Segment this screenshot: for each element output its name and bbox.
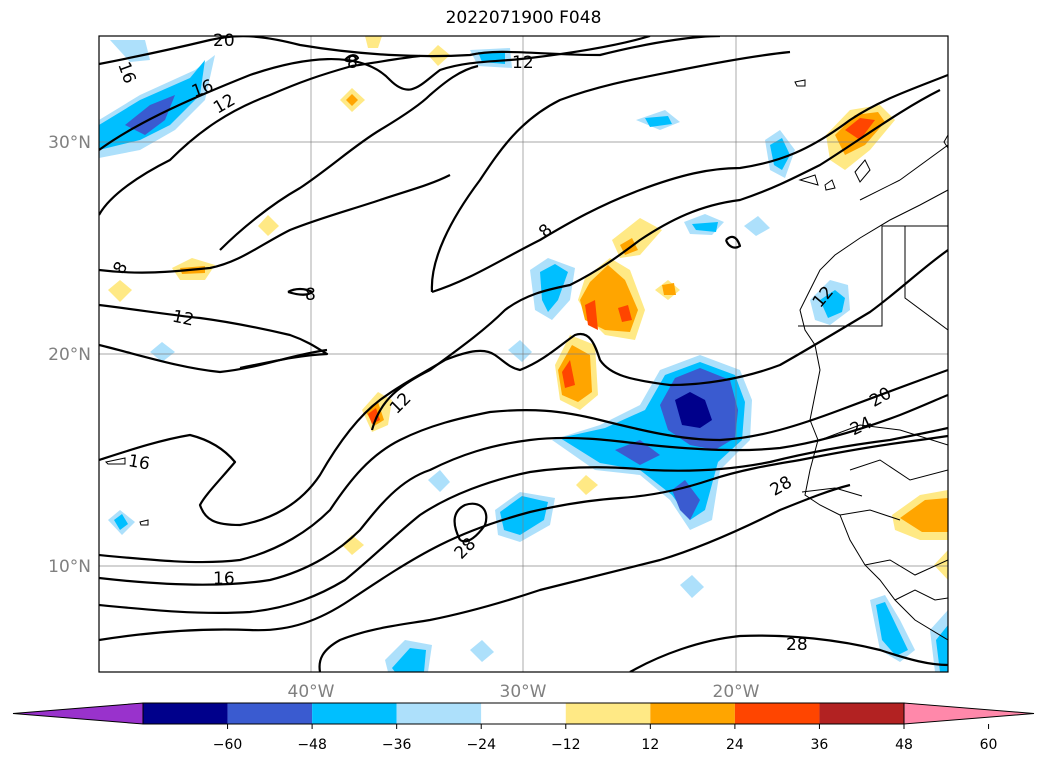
colorbar-swatch	[396, 703, 482, 724]
longitude-labels: 40°W 30°W 20°W	[288, 682, 760, 702]
colorbar-extend-min	[12, 702, 144, 725]
colorbar-tick-label: 36	[811, 737, 829, 753]
colorbar-tick-label: 60	[980, 737, 998, 753]
contour-label: 16	[127, 451, 152, 474]
colorbar-swatch	[819, 703, 904, 724]
lon-label-40w: 40°W	[288, 682, 335, 702]
colorbar-tick-label: −48	[297, 737, 327, 753]
colorbar-tick-label: −24	[466, 737, 496, 753]
colorbar-tick-label: 12	[641, 737, 659, 753]
colorbar-swatch	[650, 703, 735, 724]
lon-label-30w: 30°W	[500, 682, 547, 702]
latitude-labels: 30°N 20°N 10°N	[48, 133, 91, 577]
colorbar-tick-label: −36	[382, 737, 412, 753]
lat-label-30n: 30°N	[48, 133, 91, 153]
colorbar-swatch	[312, 703, 397, 724]
contour-label: 8	[305, 285, 316, 305]
colorbar-tick-label: −60	[213, 737, 243, 753]
colorbar-swatch	[734, 703, 820, 724]
contour-label: 16	[213, 569, 235, 589]
contour-label: 12	[170, 307, 195, 331]
lon-label-20w: 20°W	[713, 682, 760, 702]
colorbar-frame	[142, 702, 905, 725]
contour-lines	[99, 36, 948, 672]
colorbar-tick-label: −12	[551, 737, 581, 753]
lat-label-10n: 10°N	[48, 557, 91, 577]
contour-label: 8	[347, 53, 358, 73]
coastlines	[104, 79, 948, 641]
colorbar-swatch	[481, 703, 566, 724]
contour-label: 28	[786, 635, 808, 655]
lat-label-20n: 20°N	[48, 345, 91, 365]
contour-label: 20	[213, 31, 235, 51]
plot-title: 2022071900 F048	[445, 8, 602, 28]
contour-label: 12	[512, 53, 534, 73]
colorbar-extend-max	[903, 702, 1035, 725]
colorbar-swatch	[227, 703, 313, 724]
colorbar-swatch	[565, 703, 651, 724]
colorbar-tick-label: 24	[726, 737, 744, 753]
colorbar-tick-label: 48	[895, 737, 913, 753]
colorbar-swatch	[143, 703, 228, 724]
colorbar: −60 −48 −36 −24 −12 12 24 36 48 60	[12, 702, 1035, 753]
map-frame	[98, 35, 949, 673]
